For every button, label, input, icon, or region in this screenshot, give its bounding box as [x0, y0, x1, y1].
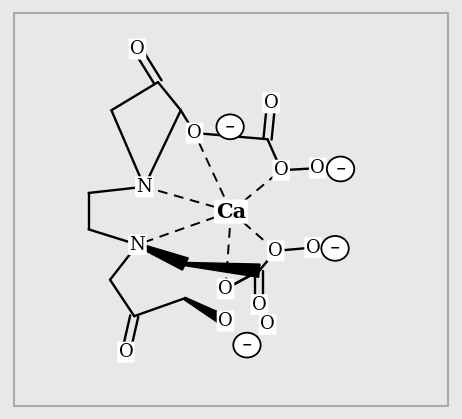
Circle shape	[233, 333, 261, 357]
Circle shape	[216, 114, 244, 139]
Text: O: O	[310, 159, 325, 177]
Circle shape	[327, 157, 354, 181]
Text: −: −	[225, 120, 235, 133]
Polygon shape	[185, 262, 260, 277]
Text: O: O	[264, 94, 279, 112]
Text: O: O	[187, 124, 202, 142]
Text: O: O	[218, 312, 233, 330]
Polygon shape	[137, 243, 188, 270]
Text: Ca: Ca	[216, 202, 246, 222]
Text: O: O	[119, 343, 134, 361]
Text: O: O	[130, 40, 145, 58]
Text: O: O	[306, 238, 321, 256]
Text: N: N	[136, 178, 152, 196]
Circle shape	[322, 236, 349, 261]
Text: O: O	[268, 242, 283, 260]
Text: −: −	[242, 339, 252, 352]
Text: O: O	[252, 295, 267, 313]
Text: −: −	[330, 242, 340, 255]
Text: O: O	[274, 161, 289, 179]
Text: O: O	[260, 316, 275, 334]
Text: O: O	[218, 280, 233, 298]
Text: −: −	[335, 163, 346, 176]
Text: N: N	[129, 235, 146, 253]
Polygon shape	[184, 297, 229, 326]
